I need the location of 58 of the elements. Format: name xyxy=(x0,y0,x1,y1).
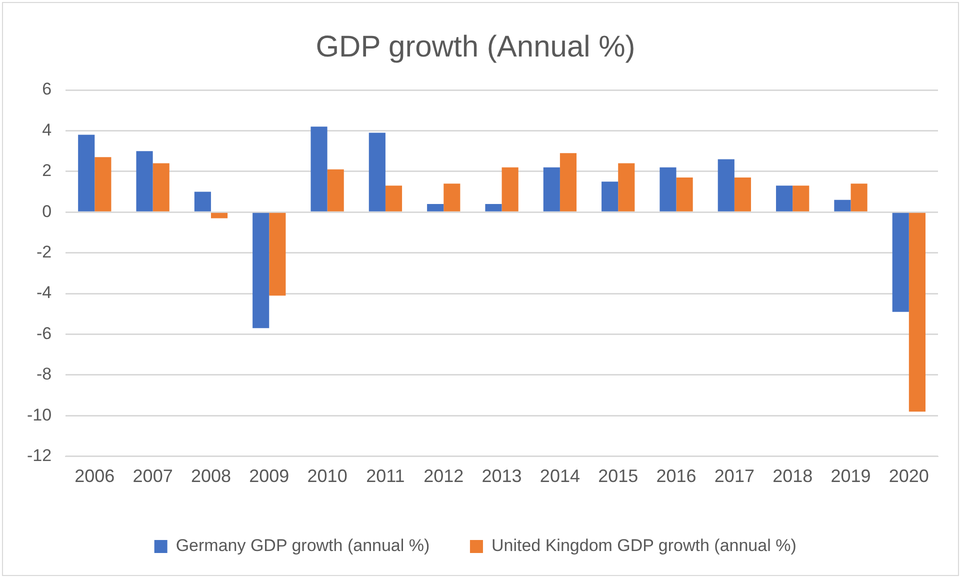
y-tick-label: -4 xyxy=(36,283,52,302)
x-tick-label: 2010 xyxy=(307,466,348,486)
x-tick-label: 2017 xyxy=(714,466,754,486)
bar xyxy=(908,212,926,412)
bar xyxy=(269,212,286,296)
bar xyxy=(152,163,170,212)
bar xyxy=(850,184,868,212)
y-tick-label: 6 xyxy=(42,80,52,99)
x-tick-label: 2014 xyxy=(540,466,580,486)
bar xyxy=(502,167,518,212)
y-tick-label: -10 xyxy=(26,405,52,424)
x-tick-label: 2018 xyxy=(772,466,813,486)
bar xyxy=(78,134,95,212)
bar xyxy=(327,169,344,212)
bar xyxy=(310,126,328,212)
bar xyxy=(892,212,909,312)
bar xyxy=(602,182,618,212)
bar xyxy=(676,178,693,212)
bar xyxy=(252,212,270,328)
bar xyxy=(427,204,444,212)
bar xyxy=(660,167,676,212)
bar xyxy=(792,186,810,212)
bar xyxy=(834,200,851,212)
legend-label: United Kingdom GDP growth (annual %) xyxy=(491,536,796,556)
bar xyxy=(210,212,228,218)
bar xyxy=(560,153,577,212)
y-tick-label: -12 xyxy=(26,446,52,466)
y-tick-label: -6 xyxy=(36,324,52,343)
y-tick-label: 2 xyxy=(42,161,52,180)
x-tick-label: 2019 xyxy=(830,466,871,486)
bar xyxy=(136,151,153,212)
x-tick-label: 2020 xyxy=(888,466,929,486)
x-tick-label: 2009 xyxy=(249,466,290,486)
bar xyxy=(94,157,112,212)
y-tick-label: -8 xyxy=(36,364,52,384)
bar xyxy=(776,186,793,212)
y-tick-label: 0 xyxy=(42,202,52,221)
x-tick-label: 2012 xyxy=(424,466,464,486)
x-tick-label: 2016 xyxy=(656,466,696,486)
bar xyxy=(734,178,752,212)
chart-title: GDP growth (Annual %) xyxy=(316,30,636,64)
x-tick-label: 2011 xyxy=(366,466,405,486)
x-tick-label: 2015 xyxy=(598,466,638,486)
bar xyxy=(368,132,386,212)
bar xyxy=(618,163,635,212)
bar xyxy=(718,159,734,212)
x-tick-label: 2008 xyxy=(190,466,231,486)
bar xyxy=(444,184,460,212)
legend-label: Germany GDP growth (annual %) xyxy=(176,536,430,556)
y-tick-label: 4 xyxy=(42,120,52,140)
bar xyxy=(485,204,502,212)
x-tick-label: 2007 xyxy=(132,466,173,486)
x-tick-label: 2006 xyxy=(74,466,115,486)
x-tick-label: 2013 xyxy=(482,466,522,486)
bar xyxy=(194,192,211,212)
bar xyxy=(385,186,402,212)
bar xyxy=(543,167,560,212)
y-tick-label: -2 xyxy=(36,242,52,262)
